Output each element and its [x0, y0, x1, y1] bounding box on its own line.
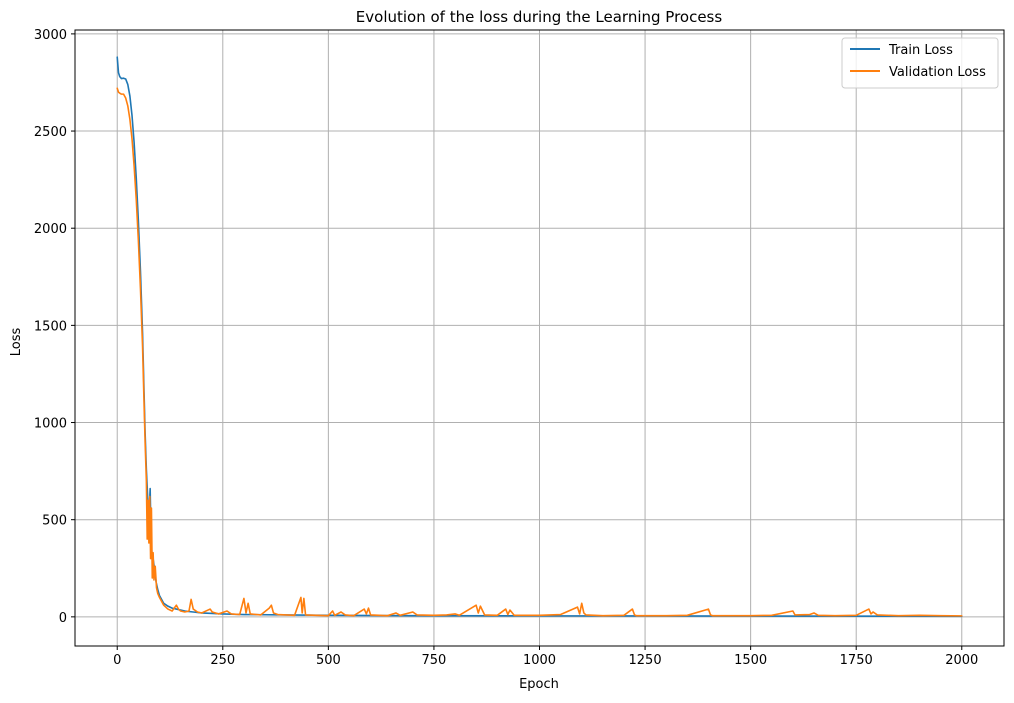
y-tick-label: 1500 [34, 319, 67, 334]
series-lines [116, 56, 963, 618]
grid-lines [75, 30, 1004, 646]
legend: Train Loss Validation Loss [841, 37, 999, 89]
y-tick-label: 1000 [34, 417, 67, 432]
legend-label-train-loss: Train Loss [888, 43, 953, 58]
x-tick-label: 1500 [734, 653, 767, 668]
y-tick-label: 500 [42, 514, 67, 529]
y-axis-label: Loss [9, 328, 24, 357]
x-tick-label: 1000 [523, 653, 556, 668]
x-tick-label: 500 [316, 653, 341, 668]
x-axis-label: Epoch [519, 677, 559, 692]
y-tick-label: 0 [59, 611, 67, 626]
chart-title: Evolution of the loss during the Learnin… [356, 8, 723, 26]
y-tick-label: 2500 [34, 125, 67, 140]
legend-box [841, 37, 999, 89]
series-line-validation-loss [116, 87, 963, 617]
y-tick-label: 3000 [34, 28, 67, 43]
x-tick-label: 2000 [945, 653, 978, 668]
x-tick-label: 250 [210, 653, 235, 668]
x-tick-label: 1750 [840, 653, 873, 668]
legend-label-validation-loss: Validation Loss [889, 65, 986, 80]
x-tick-label: 750 [422, 653, 447, 668]
axis-ticks: 0 250 500 750 1000 1250 1500 1750 2000 0 500 1000 15… [34, 28, 978, 668]
y-tick-label: 2000 [34, 222, 67, 237]
x-tick-label: 0 [113, 653, 121, 668]
x-tick-label: 1250 [629, 653, 662, 668]
